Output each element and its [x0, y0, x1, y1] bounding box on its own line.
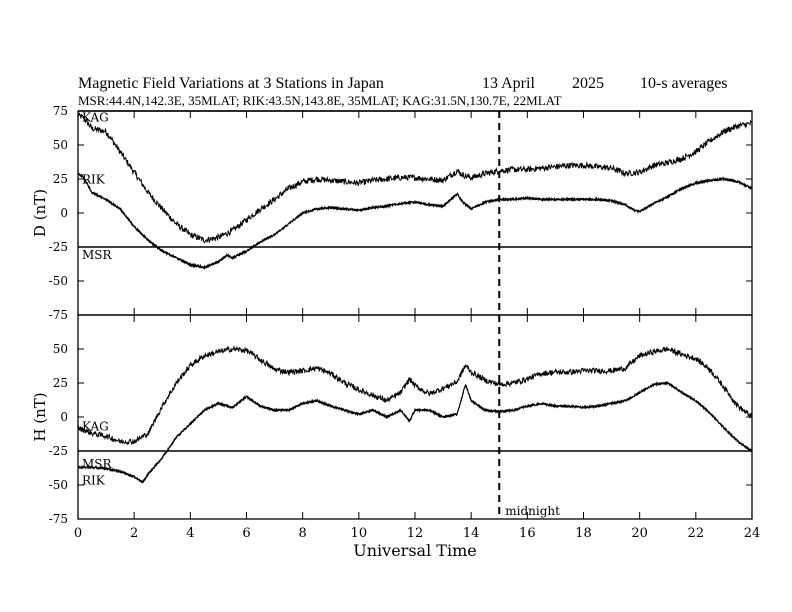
series-label-kag: KAG: [82, 110, 109, 124]
panel-frame-h: [77, 314, 753, 520]
series-label-msr: MSR: [82, 248, 113, 262]
x-tick-label: 16: [519, 526, 536, 541]
x-tick-label: 2: [130, 526, 138, 541]
x-tick-label: 18: [575, 526, 592, 541]
y-tick-label: -75: [49, 308, 68, 322]
series-label-rik: RIK: [82, 473, 106, 487]
y-tick-label: 0: [60, 206, 68, 220]
x-tick-label: 14: [463, 526, 480, 541]
x-tick-label: 0: [74, 526, 82, 541]
y-tick-label: 50: [53, 342, 68, 356]
chart-averaging: 10-s averages: [640, 75, 728, 92]
series-line-kag: [77, 112, 753, 244]
x-tick-label: 4: [186, 526, 194, 541]
series-line-rik: [77, 172, 753, 270]
y-tick-label: -50: [49, 274, 68, 288]
stations-line: MSR:44.4N,142.3E, 35MLAT; RIK:43.5N,143.…: [78, 93, 562, 108]
chart-date: 13 April: [482, 75, 535, 92]
y-tick-label: -75: [49, 512, 68, 526]
y-tick-label: 25: [53, 172, 68, 186]
x-axis-label: Universal Time: [353, 541, 476, 560]
series-line-rik: [77, 380, 753, 484]
series-label-kag: KAG: [82, 419, 109, 433]
x-tick-label: 6: [242, 526, 250, 541]
series-line-msr: [77, 381, 753, 484]
series-line-kag: [77, 344, 753, 446]
y-tick-label: -50: [49, 478, 68, 492]
y-axis-label: D (nT): [31, 189, 49, 237]
chart-title: Magnetic Field Variations at 3 Stations …: [78, 75, 384, 92]
y-tick-label: -25: [49, 240, 68, 254]
midnight-label: midnight: [505, 504, 560, 518]
x-tick-label: 20: [631, 526, 648, 541]
y-tick-label: 75: [53, 104, 68, 118]
x-tick-label: 8: [299, 526, 307, 541]
chart-year: 2025: [572, 75, 604, 92]
y-tick-label: 50: [53, 138, 68, 152]
y-tick-label: 25: [53, 376, 68, 390]
series-line-msr: [77, 172, 753, 271]
x-tick-label: 10: [351, 526, 368, 541]
panel-frame-d: [77, 110, 753, 316]
y-axis-label: H (nT): [31, 392, 49, 441]
x-tick-label: 22: [688, 526, 705, 541]
series-label-rik: RIK: [82, 173, 106, 187]
x-tick-label: 12: [407, 526, 424, 541]
y-tick-label: 0: [60, 410, 68, 424]
y-tick-label: -25: [49, 444, 68, 458]
x-tick-label: 24: [744, 526, 761, 541]
